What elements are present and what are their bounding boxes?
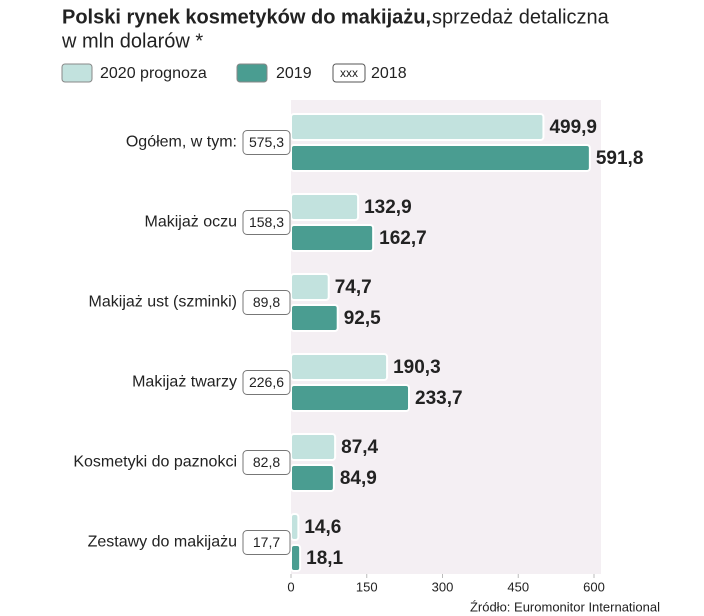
value-box xyxy=(242,130,291,155)
x-tick-label: 300 xyxy=(432,579,454,594)
value-label: 84,9 xyxy=(340,468,377,489)
category-label: Zestawy do makijażu xyxy=(88,534,237,551)
value-label: 82,8 xyxy=(253,454,280,470)
category-label: Makijaż oczu xyxy=(145,214,237,231)
value-label: 575,3 xyxy=(249,134,284,150)
value-label: 499,9 xyxy=(549,117,597,138)
category-label: Kosmetyki do paznokci xyxy=(73,454,237,471)
value-label: 190,3 xyxy=(393,357,441,378)
legend-sample: xxx xyxy=(340,66,358,80)
value-label: 14,6 xyxy=(304,517,341,538)
value-label: 92,5 xyxy=(344,308,381,329)
x-tick-label: 0 xyxy=(287,579,294,594)
category-label: Makijaż ust (szminki) xyxy=(89,294,237,311)
category-label: Ogółem, w tym: xyxy=(126,134,237,151)
value-label: 87,4 xyxy=(341,437,378,458)
value-label: 132,9 xyxy=(364,197,412,218)
legend-label: 2020 prognoza xyxy=(100,65,207,82)
bar xyxy=(290,464,335,492)
bar xyxy=(290,353,389,381)
value-label: 226,6 xyxy=(249,374,284,390)
bar xyxy=(290,304,339,332)
category-label: Makijaż twarzy xyxy=(132,374,237,391)
chart-subtitle: sprzedaż detaliczna xyxy=(432,6,610,28)
bar xyxy=(290,513,300,541)
bar xyxy=(290,433,337,461)
x-tick-label: 150 xyxy=(356,579,378,594)
bar xyxy=(290,113,545,141)
value-box xyxy=(242,370,291,395)
source: Źródło: Euromonitor International xyxy=(470,599,660,614)
bar xyxy=(290,144,591,172)
bar xyxy=(290,193,360,221)
plot-background xyxy=(291,100,601,574)
value-label: 74,7 xyxy=(335,277,372,298)
value-label: 18,1 xyxy=(306,548,343,569)
bar xyxy=(290,544,302,572)
bar xyxy=(290,224,375,252)
bar xyxy=(290,273,330,301)
legend-swatch xyxy=(332,63,366,83)
value-label: 158,3 xyxy=(249,214,284,230)
legend-label: 2018 xyxy=(371,65,407,82)
value-label: 89,8 xyxy=(253,294,280,310)
value-label: 17,7 xyxy=(253,534,280,550)
value-box xyxy=(242,450,291,475)
value-box xyxy=(242,210,291,235)
bar xyxy=(290,384,411,412)
value-label: 233,7 xyxy=(415,388,463,409)
value-box xyxy=(242,290,291,315)
value-box xyxy=(242,530,291,555)
chart-title: Polski rynek kosmetyków do makijażu, xyxy=(62,6,431,28)
legend-label: 2019 xyxy=(276,65,312,82)
value-label: 591,8 xyxy=(596,148,644,169)
x-tick-label: 600 xyxy=(583,579,605,594)
chart-subtitle: w mln dolarów * xyxy=(61,30,203,52)
x-tick-label: 450 xyxy=(507,579,529,594)
legend-swatch xyxy=(236,63,268,83)
value-label: 162,7 xyxy=(379,228,427,249)
legend-swatch xyxy=(61,63,93,83)
